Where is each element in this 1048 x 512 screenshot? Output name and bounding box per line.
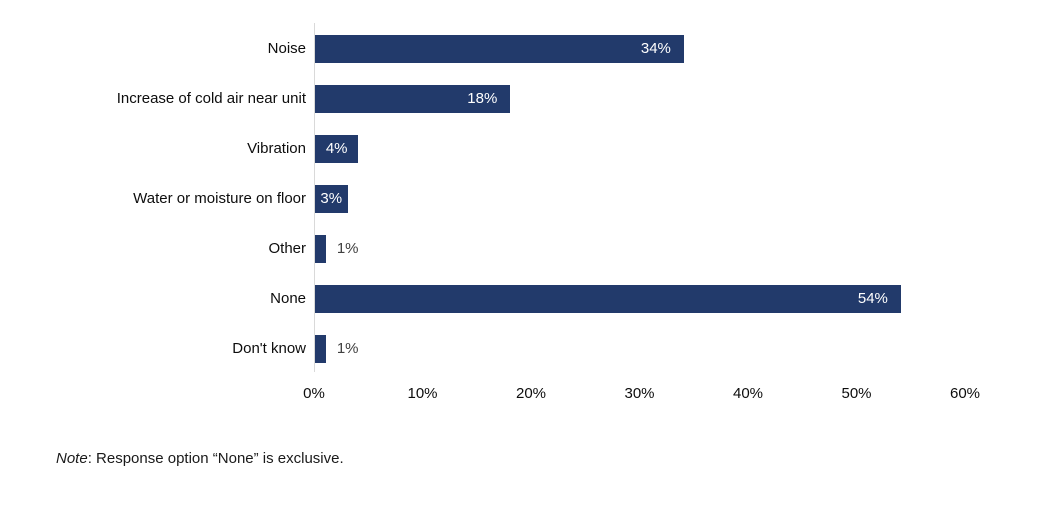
bar <box>315 235 326 263</box>
note: Note: Response option “None” is exclusiv… <box>56 450 344 467</box>
x-axis-tick-label: 20% <box>515 385 547 402</box>
value-label: 3% <box>320 190 343 207</box>
value-label: 54% <box>857 290 888 307</box>
bar <box>315 85 511 113</box>
note-prefix: Note <box>56 450 88 467</box>
bar <box>315 335 326 363</box>
bar <box>315 135 359 163</box>
category-label: Noise <box>267 40 306 57</box>
value-label: 34% <box>640 40 671 57</box>
x-axis-tick-label: 0% <box>303 385 325 402</box>
y-axis-baseline <box>314 23 315 372</box>
bar <box>315 35 684 63</box>
x-axis-tick-label: 40% <box>732 385 764 402</box>
x-axis-tick-label: 50% <box>841 385 872 402</box>
category-label: Other <box>268 240 306 257</box>
note-text: : Response option “None” is exclusive. <box>87 450 344 467</box>
bar <box>315 185 348 213</box>
x-axis-tick-label: 60% <box>949 385 981 402</box>
category-label: Vibration <box>247 140 306 157</box>
value-label: 4% <box>325 140 348 157</box>
x-axis-tick-label: 10% <box>407 385 438 402</box>
bar <box>315 285 901 313</box>
category-label: Increase of cold air near unit <box>116 90 306 107</box>
value-label: 18% <box>467 90 498 107</box>
x-axis-tick-label: 30% <box>624 385 655 402</box>
category-label: Water or moisture on floor <box>133 190 306 207</box>
category-label: None <box>270 290 306 307</box>
value-label: 1% <box>336 240 359 257</box>
value-label: 1% <box>336 340 359 357</box>
category-label: Don't know <box>232 340 306 357</box>
